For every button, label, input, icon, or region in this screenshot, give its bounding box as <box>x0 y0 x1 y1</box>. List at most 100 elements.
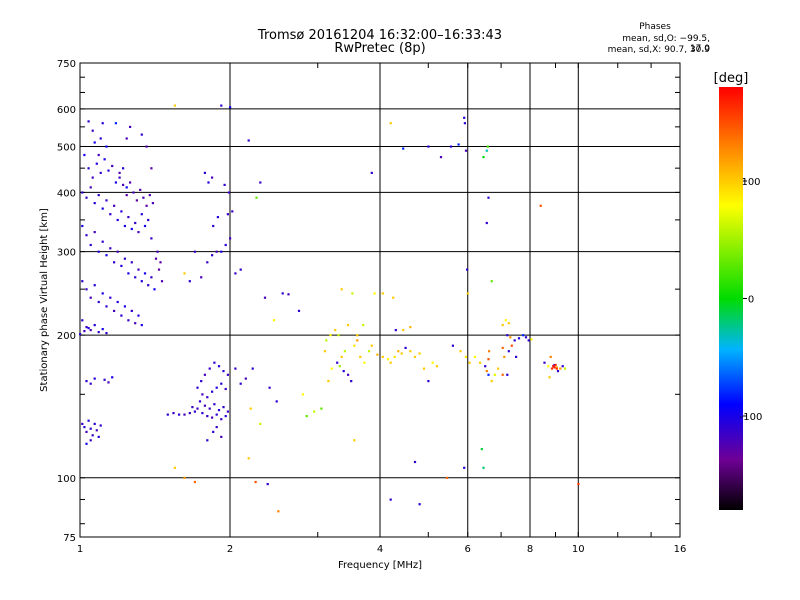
data-point <box>482 156 485 159</box>
data-point <box>111 376 114 379</box>
data-point <box>486 145 489 148</box>
data-point <box>342 370 345 373</box>
data-point <box>522 334 525 337</box>
data-point <box>153 288 156 291</box>
data-point <box>93 377 96 380</box>
data-point <box>85 234 88 237</box>
data-point <box>504 319 507 322</box>
data-point <box>201 393 204 396</box>
data-point <box>222 406 225 409</box>
data-point <box>93 202 96 205</box>
data-point <box>97 435 100 438</box>
data-point <box>370 344 373 347</box>
data-point <box>89 382 92 385</box>
data-point <box>85 326 88 329</box>
data-point <box>211 254 214 257</box>
x-tick-label: 10 <box>572 544 585 555</box>
data-point <box>137 268 140 271</box>
data-point <box>85 288 88 291</box>
data-point <box>217 409 221 412</box>
data-point <box>350 380 353 383</box>
data-point <box>445 476 449 479</box>
data-point <box>409 326 412 329</box>
data-point <box>91 176 94 179</box>
data-point <box>392 296 395 299</box>
data-point <box>193 250 196 253</box>
data-point <box>81 422 84 425</box>
data-point <box>93 284 96 287</box>
data-point <box>111 164 114 168</box>
data-point <box>527 339 530 342</box>
data-point <box>95 162 98 165</box>
x-tick-label: 16 <box>674 544 687 555</box>
data-point <box>394 329 397 332</box>
data-point <box>101 240 104 243</box>
data-point <box>113 309 116 312</box>
data-point <box>464 149 468 152</box>
data-point <box>362 324 365 327</box>
data-point <box>320 407 323 410</box>
data-point <box>287 293 290 296</box>
data-point <box>178 413 181 416</box>
data-point <box>413 355 417 358</box>
data-point <box>490 380 493 383</box>
data-point <box>89 186 92 189</box>
data-point <box>479 361 482 364</box>
data-point <box>301 393 304 396</box>
data-point <box>439 156 443 159</box>
data-point <box>510 344 513 347</box>
data-point <box>227 191 231 194</box>
data-point <box>93 141 96 144</box>
data-point <box>343 350 346 353</box>
data-point <box>191 406 194 409</box>
data-point <box>99 424 102 427</box>
data-point <box>381 355 384 358</box>
data-point <box>463 466 466 469</box>
data-point <box>79 333 82 336</box>
data-point <box>87 120 90 123</box>
data-point <box>154 257 158 260</box>
data-point <box>89 243 92 247</box>
data-point <box>466 268 469 271</box>
data-point <box>97 300 100 304</box>
data-point <box>297 309 301 312</box>
data-point <box>208 407 211 410</box>
data-point <box>101 207 104 210</box>
data-point <box>156 250 159 253</box>
data-point <box>506 373 509 376</box>
data-point <box>418 503 421 506</box>
data-point <box>226 373 229 376</box>
data-point <box>413 460 417 464</box>
data-point <box>211 390 214 393</box>
data-point <box>97 250 100 253</box>
data-point <box>122 167 125 170</box>
data-point <box>556 370 560 373</box>
data-point <box>254 480 257 484</box>
phase-stats-x-mode: mean, sd,X: 90.7, 30.9 <box>607 45 710 55</box>
data-point <box>435 365 438 368</box>
data-point <box>114 122 117 125</box>
data-point <box>139 188 142 191</box>
data-point <box>226 410 229 413</box>
data-point <box>493 373 496 376</box>
data-point <box>127 272 130 275</box>
data-point <box>160 280 164 283</box>
data-point <box>266 483 269 486</box>
data-point <box>159 261 162 264</box>
x-tick-label: 6 <box>465 544 471 555</box>
data-point <box>231 210 234 213</box>
data-point <box>552 365 555 368</box>
data-point <box>473 355 476 358</box>
data-point <box>220 418 223 421</box>
data-point <box>389 122 392 125</box>
data-point <box>234 272 237 275</box>
data-point <box>422 367 426 370</box>
data-point <box>507 350 510 353</box>
data-point <box>356 339 359 342</box>
data-point <box>89 427 92 430</box>
data-point <box>272 319 276 322</box>
data-point <box>239 268 242 271</box>
data-point <box>114 181 117 184</box>
data-point <box>459 350 462 353</box>
data-point <box>196 386 199 389</box>
